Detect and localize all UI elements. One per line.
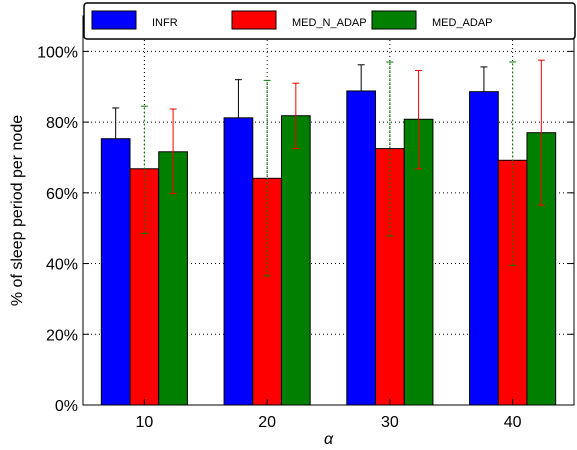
bar-infr — [100, 138, 131, 406]
x-tick-label: 40 — [504, 414, 522, 431]
x-tick-label: 20 — [258, 414, 276, 431]
legend-label: MED_N_ADAP — [292, 17, 367, 29]
legend-swatch-med-n-adap — [231, 10, 277, 30]
x-tick-label: 30 — [381, 414, 399, 431]
legend: INFR MED_N_ADAP MED_ADAP — [83, 2, 576, 40]
bar-med-n-adap — [252, 177, 282, 406]
error-bars — [112, 59, 545, 277]
y-axis-label: % of sleep period per node — [9, 115, 26, 306]
bar-infr — [346, 90, 377, 406]
legend-swatch-med-adap — [371, 10, 417, 30]
y-tick-label: 80% — [46, 115, 78, 132]
bar-infr — [469, 91, 499, 406]
bar-infr — [223, 117, 254, 406]
y-tick-label: 0% — [55, 398, 78, 415]
legend-swatch-infr — [91, 10, 137, 30]
bar-med-adap — [280, 115, 311, 406]
bars — [100, 90, 557, 406]
legend-box — [83, 2, 576, 40]
legend-label: MED_ADAP — [432, 17, 493, 29]
y-tick-label: 20% — [46, 327, 78, 344]
axis-ticks: 0% 20% 40% 60% 80% 100% 10 20 30 40 — [37, 16, 574, 431]
y-tick-label: 100% — [37, 44, 78, 61]
legend-label: INFR — [152, 17, 178, 29]
y-tick-label: 40% — [46, 257, 78, 274]
x-axis-label: α — [324, 431, 334, 448]
y-tick-label: 60% — [46, 186, 78, 203]
x-tick-label: 10 — [135, 414, 153, 431]
